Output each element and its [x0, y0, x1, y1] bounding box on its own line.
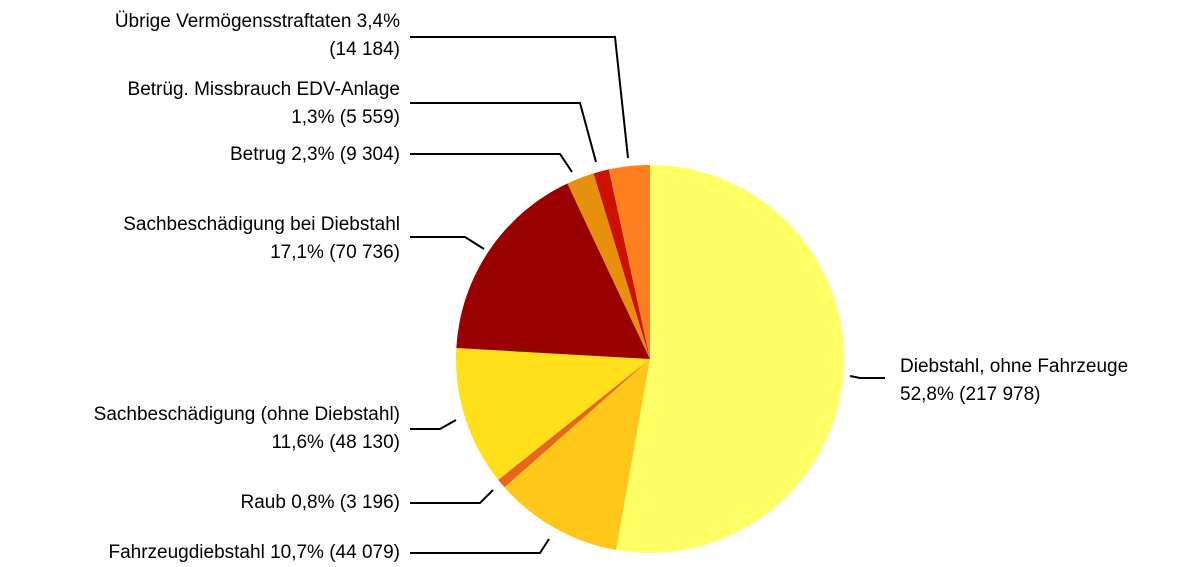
slice-label: Sachbeschädigung bei Diebstahl	[123, 214, 400, 235]
leader-line	[410, 153, 573, 173]
pie-slice	[456, 183, 650, 359]
leader-line	[410, 102, 597, 163]
slice-label: Diebstahl, ohne Fahrzeuge	[900, 356, 1128, 377]
leader-line	[410, 538, 550, 554]
leader-line	[410, 236, 485, 250]
slice-label: Sachbeschädigung (ohne Diebstahl)	[94, 404, 400, 425]
slice-label: Betrüg. Missbrauch EDV-Anlage	[128, 79, 400, 100]
slice-label: Fahrzeugdiebstahl 10,7% (44 079)	[108, 542, 400, 563]
slice-label: 11,6% (48 130)	[271, 432, 400, 453]
slice-label: Raub 0,8% (3 196)	[241, 492, 401, 513]
pie-slice	[498, 359, 650, 488]
slice-label: Betrug 2,3% (9 304)	[230, 144, 400, 165]
pie-slice	[608, 165, 650, 359]
slice-label: (14 184)	[329, 39, 400, 60]
slice-label: 17,1% (70 736)	[270, 242, 400, 263]
pie-slice	[616, 165, 845, 553]
pie-slice	[593, 169, 650, 359]
slice-label: 1,3% (5 559)	[291, 107, 400, 128]
slice-label: Übrige Vermögensstraftaten 3,4%	[115, 11, 400, 32]
leader-line	[410, 489, 494, 504]
pie-slice	[567, 173, 650, 359]
pie-slice	[504, 359, 650, 551]
leader-line	[849, 375, 885, 379]
leader-line	[410, 36, 629, 159]
pie-slice	[456, 348, 650, 480]
slice-label: 52,8% (217 978)	[900, 384, 1041, 405]
leader-line	[410, 419, 457, 430]
